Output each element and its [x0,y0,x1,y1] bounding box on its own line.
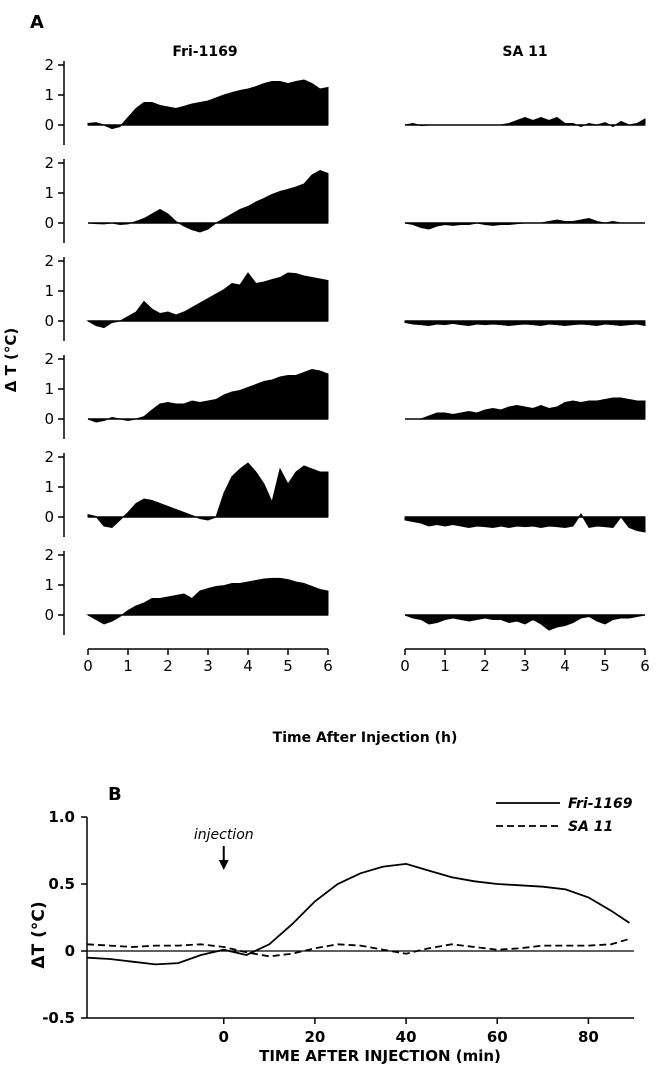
line-fri1169 [86,862,630,966]
trace-fri1169-3 [86,272,329,329]
panel-a-right-title: SA 11 [502,44,547,60]
y-tick-label: 2 [44,252,54,270]
x-tick-label: 3 [520,657,530,675]
panel-a-x-axis-label: Time After Injection (h) [273,730,458,746]
y-tick-label: 1 [44,282,54,300]
y-tick-label: 0 [44,312,54,330]
x-tick-label: 0 [400,657,410,675]
panel-b-x-axis-label: TIME AFTER INJECTION (min) [259,1047,501,1065]
y-tick-label: 2 [44,154,54,172]
y-tick-label: 0 [44,606,54,624]
panel-b-label: B [108,784,122,805]
y-tick-label: 1 [44,478,54,496]
y-tick-label: 1 [44,576,54,594]
trace-fri1169-6 [86,577,329,625]
panel-b-plot: -0.5 0 0.5 1.0 0 20 40 60 80 injection Fri-1169 SA … [42,796,634,1046]
x-tick-label: 60 [487,1028,508,1046]
y-tick-label: 0 [44,214,54,232]
x-tick-label: 20 [304,1028,325,1046]
y-tick-label: 0 [44,116,54,134]
arrow-down-icon [218,860,229,870]
y-tick-label: 0 [65,942,75,960]
trace-sa11-4 [405,397,646,420]
x-tick-label: 1 [440,657,450,675]
y-tick-label: 2 [44,56,54,74]
trace-sa11-6 [404,614,646,631]
x-tick-label: 40 [396,1028,417,1046]
y-tick-label: 1.0 [48,808,75,826]
panel-a-left-title: Fri-1169 [172,44,237,60]
panel-b-y-axis-label: ΔT (°C) [29,901,49,968]
x-tick-label: 80 [578,1028,599,1046]
x-tick-label: 6 [323,657,333,675]
x-tick-label: 2 [480,657,490,675]
panel-a-y-axis-label: Δ T (°C) [2,328,20,393]
panel-a-plots: 0 1 2 0 1 2 0 1 2 0 1 2 0 1 2 0 1 2 0 1 2 3 4 5 6 0 1 2 3 4 5 6 [44,56,649,675]
x-tick-label: 0 [219,1028,229,1046]
legend-label: Fri-1169 [568,796,633,812]
x-tick-label: 4 [560,657,570,675]
y-tick-label: 1 [44,380,54,398]
y-tick-label: 1 [44,184,54,202]
line-sa11 [86,938,630,958]
y-tick-label: 1 [44,86,54,104]
x-tick-label: 1 [123,657,133,675]
injection-annotation: injection [194,827,254,843]
trace-sa11-5 [404,513,646,533]
x-tick-label: 2 [163,657,173,675]
y-tick-label: 2 [44,448,54,466]
x-tick-label: 0 [83,657,93,675]
trace-sa11-3 [404,320,646,327]
y-tick-label: -0.5 [42,1009,75,1027]
x-tick-label: 6 [640,657,650,675]
x-tick-label: 5 [600,657,610,675]
x-tick-label: 5 [283,657,293,675]
trace-fri1169-1 [87,79,329,130]
panel-a-label: A [30,12,44,33]
trace-fri1169-4 [87,368,329,423]
y-tick-label: 2 [44,546,54,564]
x-tick-label: 4 [243,657,253,675]
y-tick-label: 2 [44,350,54,368]
legend-label: SA 11 [568,819,613,835]
y-tick-label: 0.5 [48,875,75,893]
trace-fri1169-5 [87,462,329,529]
x-tick-label: 3 [203,657,213,675]
y-tick-label: 0 [44,410,54,428]
y-tick-label: 0 [44,508,54,526]
